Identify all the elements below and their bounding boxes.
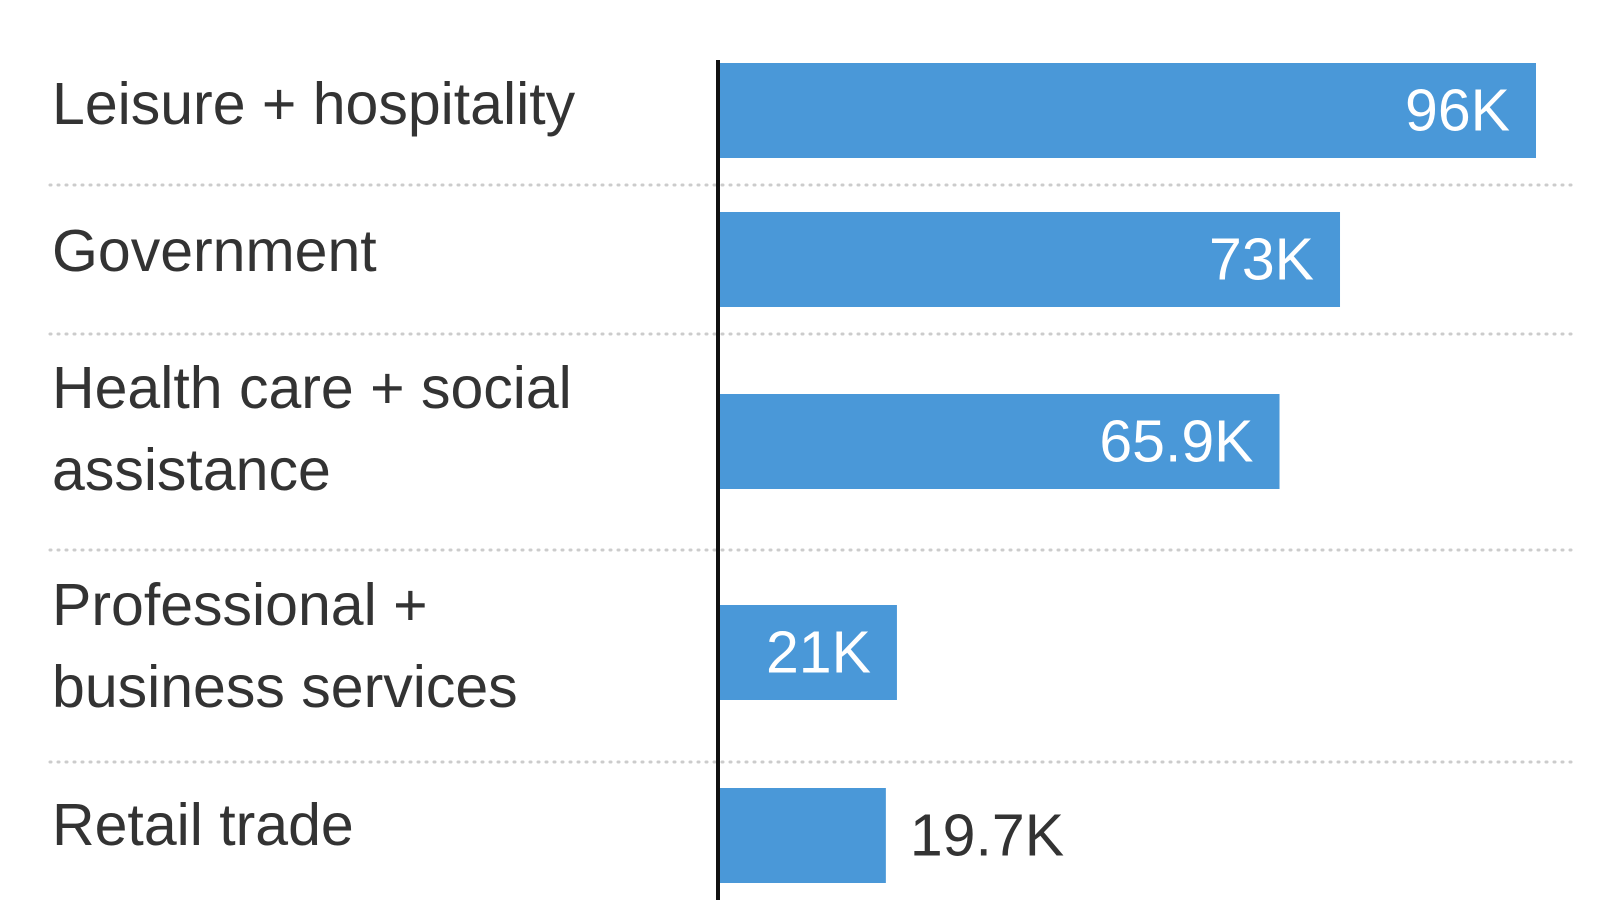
bar (718, 212, 1341, 307)
category-label: Leisure + hospitality (52, 71, 576, 137)
category-label: Professional + business services (52, 572, 518, 720)
value-label: 96K (1405, 78, 1510, 144)
bar (718, 63, 1536, 158)
value-label: 65.9K (1099, 409, 1253, 475)
category-label-line: assistance (52, 437, 331, 503)
category-label-line: Health care + social (52, 355, 572, 421)
category-label: Health care + social assistance (52, 355, 572, 503)
value-label: 21K (766, 620, 871, 686)
value-label: 73K (1209, 227, 1314, 293)
category-label-line: Professional + (52, 572, 428, 638)
bar (718, 394, 1280, 489)
category-label-line: Government (52, 218, 377, 284)
value-label: 19.7K (910, 803, 1064, 869)
category-label-line: Retail trade (52, 792, 354, 858)
category-label: Retail trade (52, 792, 354, 858)
bar (718, 788, 886, 883)
category-label-line: Leisure + hospitality (52, 71, 576, 137)
category-label: Government (52, 218, 377, 284)
category-label-line: business services (52, 654, 518, 720)
bar (718, 605, 897, 700)
